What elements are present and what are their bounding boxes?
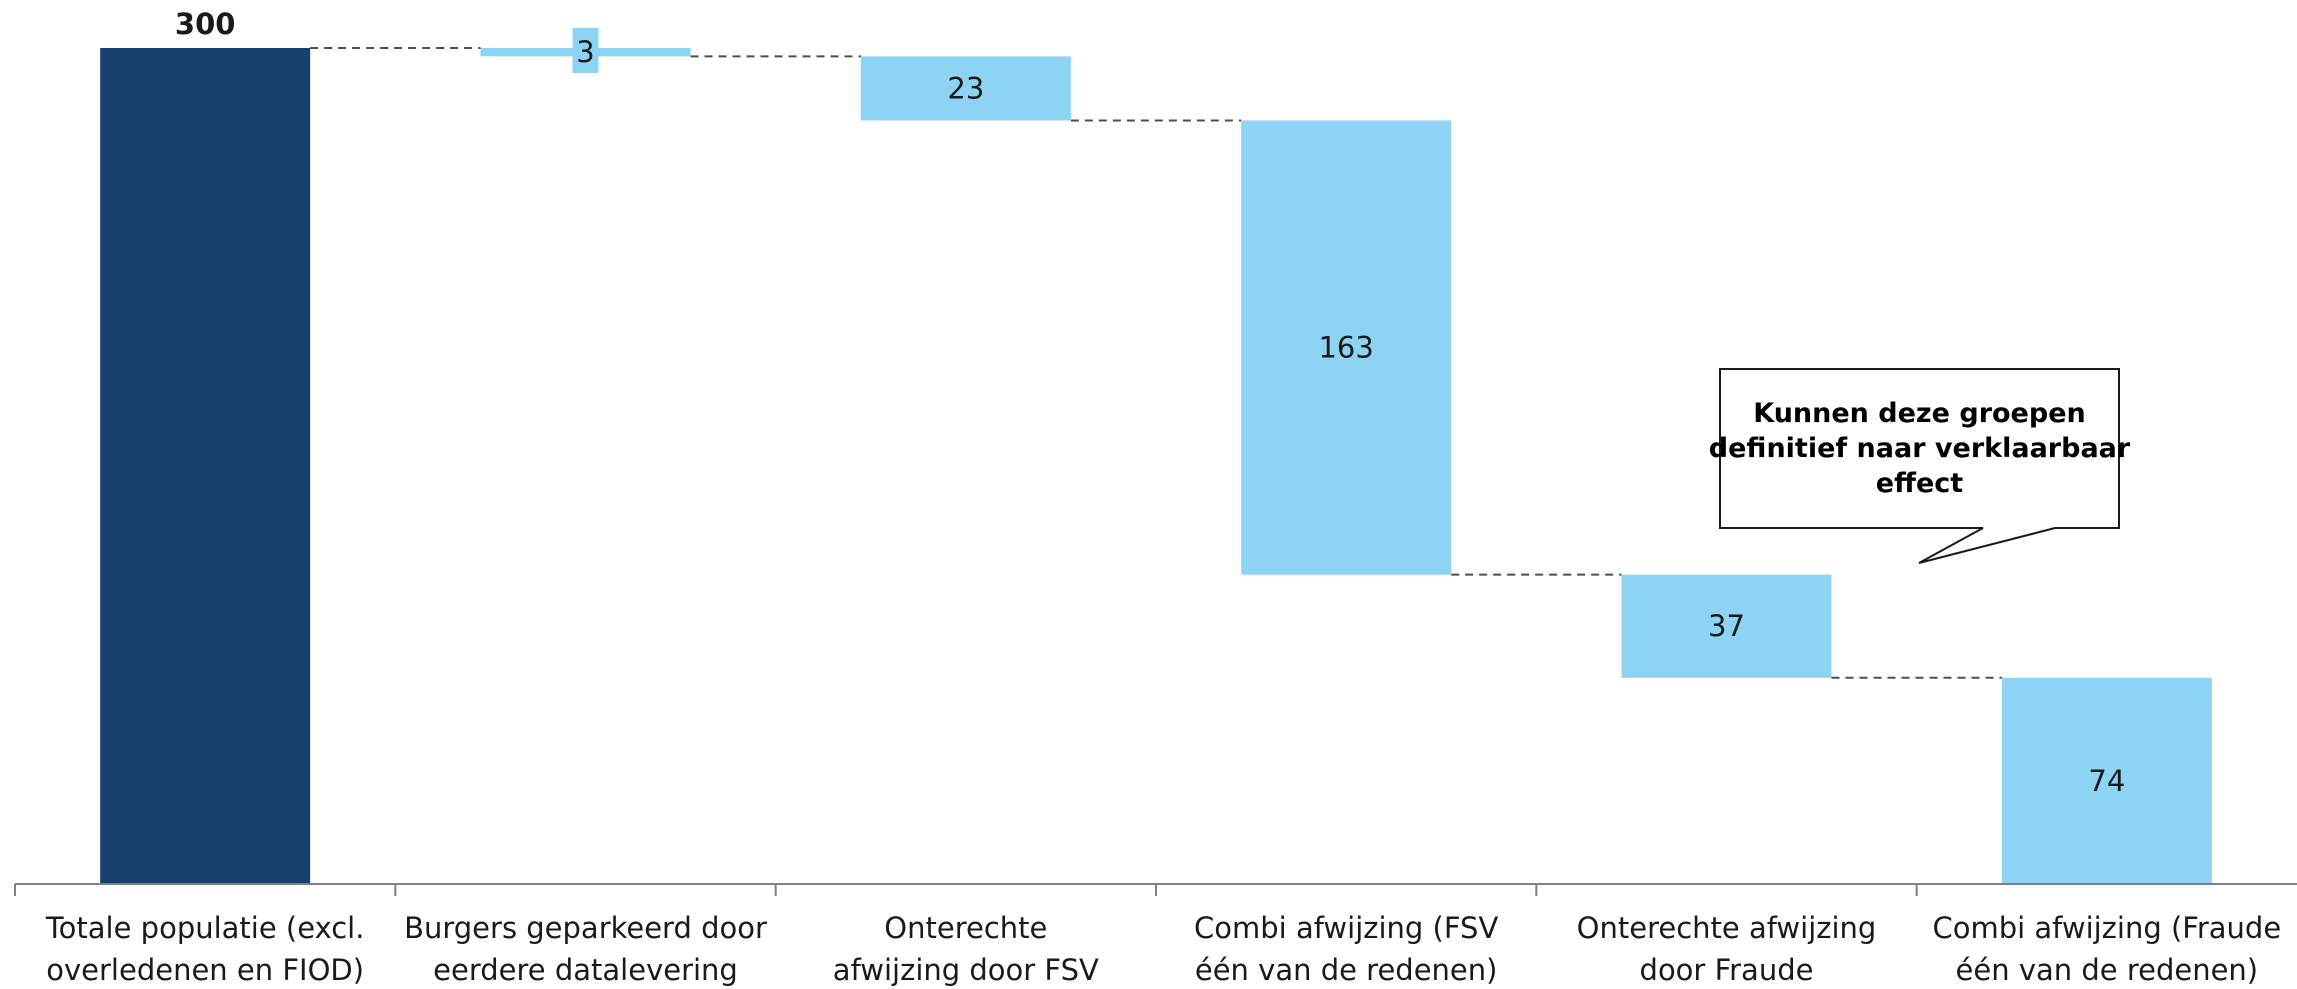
- callout-text-line: definitief naar verklaarbaar: [1709, 433, 2131, 464]
- data-label: 3: [576, 35, 594, 69]
- bar-3: [860, 56, 1071, 121]
- bars: [100, 28, 2212, 884]
- bar-5: [1621, 574, 1832, 678]
- x-axis: Totale populatie (excl. overledenen en FI…: [14, 883, 2297, 987]
- data-label: 300: [175, 7, 236, 41]
- callout-text-line: effect: [1876, 468, 1964, 499]
- data-label: 74: [2088, 764, 2125, 798]
- x-tick-label: Onterechte afwijzing door FSV: [833, 911, 1099, 987]
- x-tick-label: Totale populatie (excl. overledenen en FI…: [45, 911, 365, 987]
- small-step-marker: [572, 28, 599, 73]
- x-tick-label: Combi afwijzing (FSV één van de redenen): [1194, 911, 1498, 987]
- callout-box: Kunnen deze groepen definitief naar verkl…: [1709, 368, 2131, 564]
- callout-shape: [1719, 368, 2120, 564]
- bar-4: [1241, 120, 1452, 575]
- data-label: 23: [947, 71, 984, 105]
- connector-lines: [310, 47, 2002, 679]
- x-tick-label: Onterechte afwijzing door Fraude: [1577, 911, 1877, 987]
- callout-text-line: Kunnen deze groepen: [1753, 398, 2085, 429]
- bar-1: [100, 48, 311, 884]
- data-label: 163: [1318, 331, 1373, 365]
- data-labels: 300 3 23 163 37 74: [175, 7, 2125, 798]
- data-label: 37: [1708, 609, 1745, 643]
- x-tick-label: Combi afwijzing (Fraude één van de redene…: [1932, 911, 2281, 987]
- bar-6: [2001, 677, 2212, 884]
- x-tick-label: Burgers geparkeerd door eerdere datalever…: [404, 911, 767, 987]
